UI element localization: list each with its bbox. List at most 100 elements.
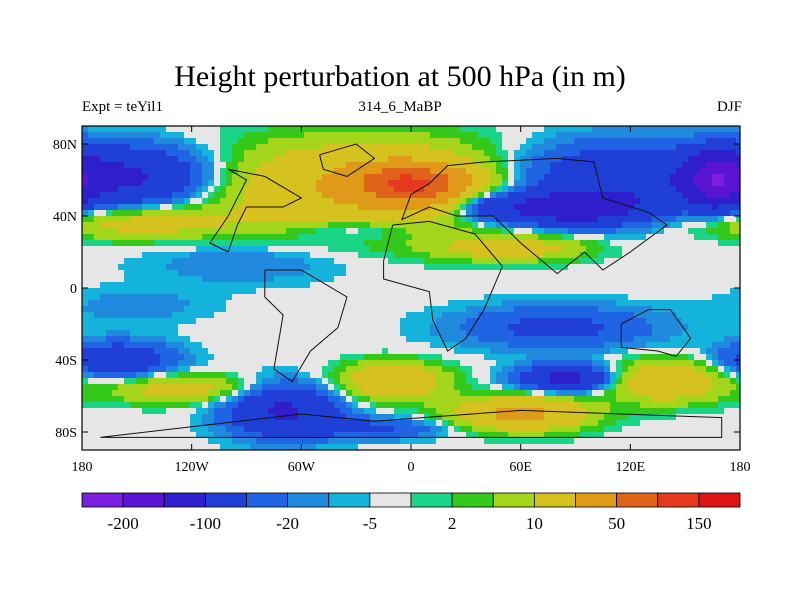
field-cell	[88, 360, 95, 367]
field-cell	[316, 300, 323, 307]
field-cell	[520, 306, 527, 313]
field-cell	[688, 204, 695, 211]
field-cell	[160, 252, 167, 259]
field-cell	[514, 228, 521, 235]
field-cell	[418, 390, 425, 397]
field-cell	[106, 246, 113, 253]
field-cell	[358, 174, 365, 181]
field-cell	[490, 246, 497, 253]
field-cell	[166, 366, 173, 373]
field-cell	[310, 270, 317, 277]
field-cell	[472, 174, 479, 181]
field-cell	[340, 270, 347, 277]
field-cell	[304, 324, 311, 331]
field-cell	[142, 132, 149, 139]
field-cell	[328, 294, 335, 301]
field-cell	[100, 372, 107, 379]
field-cell	[280, 198, 287, 205]
field-cell	[100, 204, 107, 211]
field-cell	[490, 210, 497, 217]
field-cell	[232, 354, 239, 361]
field-cell	[490, 156, 497, 163]
field-cell	[304, 342, 311, 349]
field-cell	[580, 144, 587, 151]
field-cell	[400, 204, 407, 211]
field-cell	[340, 168, 347, 175]
field-cell	[418, 348, 425, 355]
field-cell	[502, 348, 509, 355]
field-cell	[178, 192, 185, 199]
field-cell	[622, 384, 629, 391]
field-cell	[484, 144, 491, 151]
field-cell	[454, 342, 461, 349]
field-cell	[736, 378, 741, 385]
field-cell	[106, 210, 113, 217]
field-cell	[418, 330, 425, 337]
field-cell	[568, 168, 575, 175]
field-cell	[154, 384, 161, 391]
field-cell	[586, 252, 593, 259]
field-cell	[736, 168, 741, 175]
field-cell	[100, 246, 107, 253]
field-cell	[112, 168, 119, 175]
field-cell	[568, 258, 575, 265]
field-cell	[136, 336, 143, 343]
field-cell	[412, 132, 419, 139]
field-cell	[352, 330, 359, 337]
field-cell	[310, 324, 317, 331]
field-cell	[154, 150, 161, 157]
field-cell	[376, 294, 383, 301]
field-cell	[280, 222, 287, 229]
field-cell	[412, 294, 419, 301]
field-cell	[574, 384, 581, 391]
field-cell	[442, 174, 449, 181]
field-cell	[460, 288, 467, 295]
field-cell	[82, 150, 89, 157]
field-cell	[208, 306, 215, 313]
field-cell	[454, 330, 461, 337]
field-cell	[400, 270, 407, 277]
field-cell	[280, 228, 287, 235]
field-cell	[442, 144, 449, 151]
field-cell	[136, 228, 143, 235]
field-cell	[496, 360, 503, 367]
field-cell	[694, 336, 701, 343]
field-cell	[688, 132, 695, 139]
field-cell	[202, 348, 209, 355]
field-cell	[700, 186, 707, 193]
field-cell	[154, 312, 161, 319]
field-cell	[652, 222, 659, 229]
field-cell	[112, 252, 119, 259]
field-cell	[196, 372, 203, 379]
field-cell	[160, 384, 167, 391]
field-cell	[640, 138, 647, 145]
field-cell	[484, 162, 491, 169]
field-cell	[172, 384, 179, 391]
field-cell	[460, 156, 467, 163]
field-cell	[136, 312, 143, 319]
field-cell	[430, 186, 437, 193]
field-cell	[598, 126, 605, 133]
field-cell	[460, 312, 467, 319]
field-cell	[550, 144, 557, 151]
field-cell	[544, 372, 551, 379]
field-cell	[736, 240, 741, 247]
field-cell	[394, 258, 401, 265]
field-cell	[124, 312, 131, 319]
field-cell	[274, 276, 281, 283]
field-cell	[598, 216, 605, 223]
field-cell	[730, 132, 737, 139]
field-cell	[346, 144, 353, 151]
field-cell	[730, 126, 737, 133]
field-cell	[724, 330, 731, 337]
field-cell	[400, 318, 407, 325]
field-cell	[382, 258, 389, 265]
field-cell	[634, 300, 641, 307]
field-cell	[538, 150, 545, 157]
field-cell	[286, 234, 293, 241]
field-cell	[232, 276, 239, 283]
field-cell	[274, 390, 281, 397]
field-cell	[544, 312, 551, 319]
field-cell	[658, 384, 665, 391]
field-cell	[406, 270, 413, 277]
